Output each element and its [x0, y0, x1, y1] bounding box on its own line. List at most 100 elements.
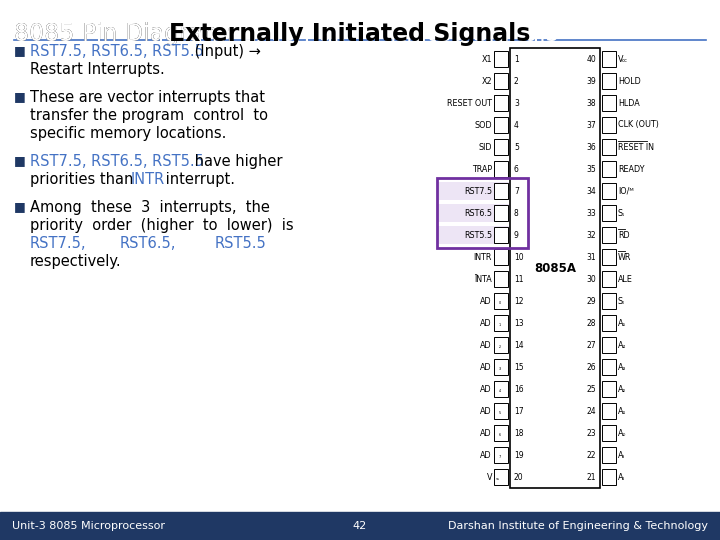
Text: HLDA: HLDA	[618, 98, 640, 107]
Text: 22: 22	[587, 450, 596, 460]
Bar	[494, 227, 508, 243]
Text: 1: 1	[514, 55, 518, 64]
Text: 13: 13	[514, 319, 523, 327]
Text: ₈: ₈	[621, 476, 624, 481]
Bar	[494, 359, 508, 375]
Text: respectively.: respectively.	[30, 254, 122, 269]
Text: ₄: ₄	[499, 388, 501, 393]
Text: 8085A: 8085A	[534, 261, 576, 274]
Text: Unit-3 8085 Microprocessor: Unit-3 8085 Microprocessor	[12, 521, 165, 531]
Bar	[494, 183, 508, 199]
Text: 33: 33	[586, 208, 596, 218]
Text: 8085 Pin Diagram: Externally Initiated Signals: 8085 Pin Diagram: Externally Initiated S…	[14, 22, 558, 46]
Text: ₁: ₁	[499, 321, 501, 327]
Text: 19: 19	[514, 450, 523, 460]
Text: 17: 17	[514, 407, 523, 415]
Text: RST7.5,: RST7.5,	[30, 236, 86, 251]
Bar	[602, 139, 616, 155]
Bar	[602, 469, 616, 485]
Text: A: A	[618, 407, 624, 415]
Text: V: V	[618, 55, 624, 64]
Text: specific memory locations.: specific memory locations.	[30, 126, 226, 141]
Text: 20: 20	[514, 472, 523, 482]
Bar	[602, 183, 616, 199]
Text: ■: ■	[14, 200, 26, 213]
Bar	[602, 249, 616, 265]
Text: 42: 42	[353, 521, 367, 531]
Bar	[0, 512, 720, 540]
Text: A: A	[618, 450, 624, 460]
Text: ■: ■	[14, 90, 26, 103]
Bar	[602, 271, 616, 287]
Text: INTR: INTR	[474, 253, 492, 261]
Text: 34: 34	[586, 186, 596, 195]
Text: AD: AD	[480, 384, 492, 394]
Text: 6: 6	[514, 165, 519, 173]
Bar	[602, 425, 616, 441]
Text: 35: 35	[586, 165, 596, 173]
Text: 16: 16	[514, 384, 523, 394]
Text: 37: 37	[586, 120, 596, 130]
Text: 8085 Pin Diagram:: 8085 Pin Diagram:	[14, 22, 241, 46]
Text: 23: 23	[586, 429, 596, 437]
Bar	[602, 359, 616, 375]
Text: A: A	[618, 472, 624, 482]
Text: ₃: ₃	[499, 366, 501, 370]
Bar	[494, 425, 508, 441]
Text: ₆: ₆	[499, 431, 501, 436]
Text: ₁₁: ₁₁	[621, 409, 626, 415]
Bar	[602, 227, 616, 243]
Text: S: S	[618, 208, 623, 218]
Text: 18: 18	[514, 429, 523, 437]
Text: 39: 39	[586, 77, 596, 85]
Text: ₁₂: ₁₂	[621, 388, 626, 393]
Text: 9: 9	[514, 231, 519, 240]
Text: 14: 14	[514, 341, 523, 349]
Bar	[602, 51, 616, 67]
Text: Externally Initiated Signals: Externally Initiated Signals	[169, 22, 531, 46]
Text: INTR: INTR	[131, 172, 166, 187]
Text: CLK (OUT): CLK (OUT)	[618, 120, 659, 130]
Text: RESET IN: RESET IN	[618, 143, 654, 152]
Bar	[494, 337, 508, 353]
Bar	[494, 205, 508, 221]
Bar	[602, 117, 616, 133]
Text: 2: 2	[514, 77, 518, 85]
Text: ALE: ALE	[618, 274, 633, 284]
Text: 40: 40	[586, 55, 596, 64]
Text: AD: AD	[480, 362, 492, 372]
Bar	[494, 381, 508, 397]
Text: SOD: SOD	[474, 120, 492, 130]
Text: ₇: ₇	[499, 454, 501, 458]
Bar	[602, 315, 616, 331]
Bar	[494, 51, 508, 67]
Text: have higher: have higher	[190, 154, 282, 169]
Text: 21: 21	[587, 472, 596, 482]
Bar	[602, 381, 616, 397]
Text: A: A	[618, 429, 624, 437]
Text: 27: 27	[586, 341, 596, 349]
Bar	[494, 271, 508, 287]
Text: ₁₀: ₁₀	[621, 431, 626, 436]
Text: ₁₃: ₁₃	[621, 366, 626, 370]
Text: RST5.5: RST5.5	[215, 236, 266, 251]
Text: (Input) →: (Input) →	[190, 44, 261, 59]
Text: ₛₛ: ₛₛ	[495, 476, 500, 481]
Bar	[602, 403, 616, 419]
Text: 4: 4	[514, 120, 519, 130]
Text: ₁₄: ₁₄	[621, 343, 626, 348]
Bar	[494, 73, 508, 89]
Text: 30: 30	[586, 274, 596, 284]
Text: RST7.5, RST6.5, RST5.5: RST7.5, RST6.5, RST5.5	[30, 44, 204, 59]
Bar	[437, 178, 528, 248]
Bar	[494, 315, 508, 331]
Text: 24: 24	[586, 407, 596, 415]
Text: ₁₅: ₁₅	[621, 321, 626, 327]
Text: Restart Interrupts.: Restart Interrupts.	[30, 62, 165, 77]
Text: 32: 32	[586, 231, 596, 240]
Text: 38: 38	[586, 98, 596, 107]
Text: 15: 15	[514, 362, 523, 372]
Text: priority  order  (higher  to  lower)  is: priority order (higher to lower) is	[30, 218, 294, 233]
Text: 7: 7	[514, 186, 519, 195]
Bar	[494, 293, 508, 309]
